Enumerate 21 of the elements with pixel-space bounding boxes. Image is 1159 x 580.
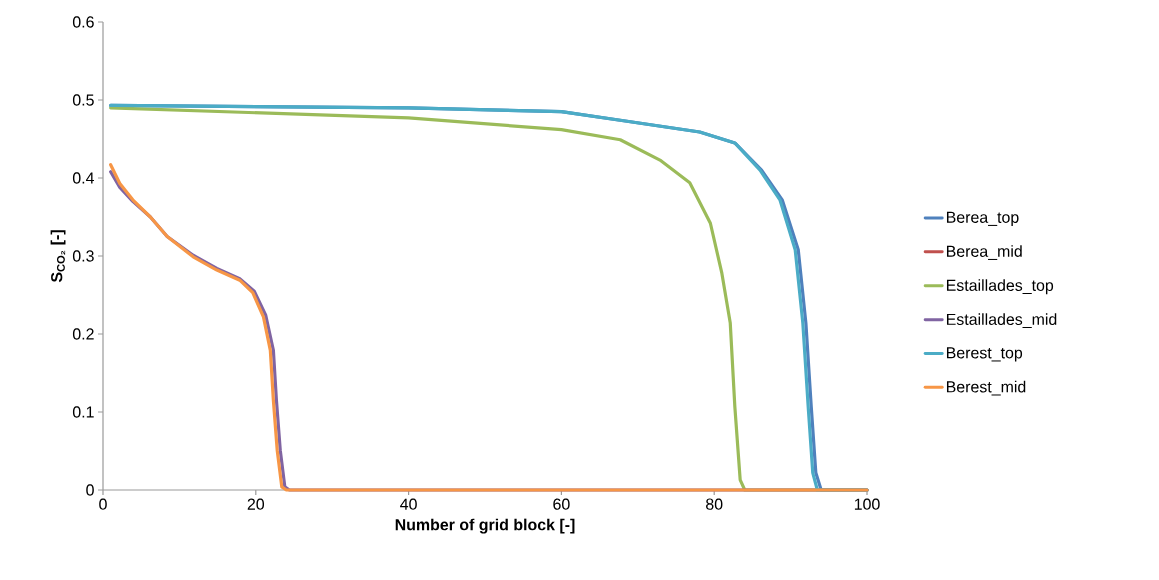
- x-tick-label: 100: [854, 498, 880, 510]
- legend-label: Berest_mid: [946, 380, 1026, 396]
- y-tick-label: 0.1: [72, 406, 94, 418]
- x-tick-label: 40: [400, 498, 417, 510]
- y-tick-label: 0.5: [72, 94, 94, 106]
- x-tick-label: 60: [553, 498, 570, 510]
- y-tick-label: 0.4: [72, 172, 95, 184]
- y-tick-label: 0.6: [72, 16, 94, 28]
- legend-label: Berest_top: [946, 347, 1023, 362]
- legend-label: Berea_top: [946, 211, 1019, 227]
- x-axis-title: Number of grid block [-]: [395, 518, 575, 534]
- x-tick-label: 20: [247, 498, 265, 510]
- y-axis-title: S$_{CO₂}$ [-]: [50, 230, 66, 283]
- x-tick-label: 80: [706, 498, 723, 510]
- legend-label: Estaillades_mid: [946, 313, 1057, 329]
- legend-label: Berea_mid: [946, 245, 1022, 260]
- y-tick-label: 0.2: [72, 328, 94, 340]
- y-tick-label: 0: [86, 484, 94, 496]
- y-tick-label: 0.3: [72, 250, 94, 262]
- legend-label: Estaillades_top: [946, 279, 1054, 295]
- x-tick-label: 0: [99, 498, 107, 510]
